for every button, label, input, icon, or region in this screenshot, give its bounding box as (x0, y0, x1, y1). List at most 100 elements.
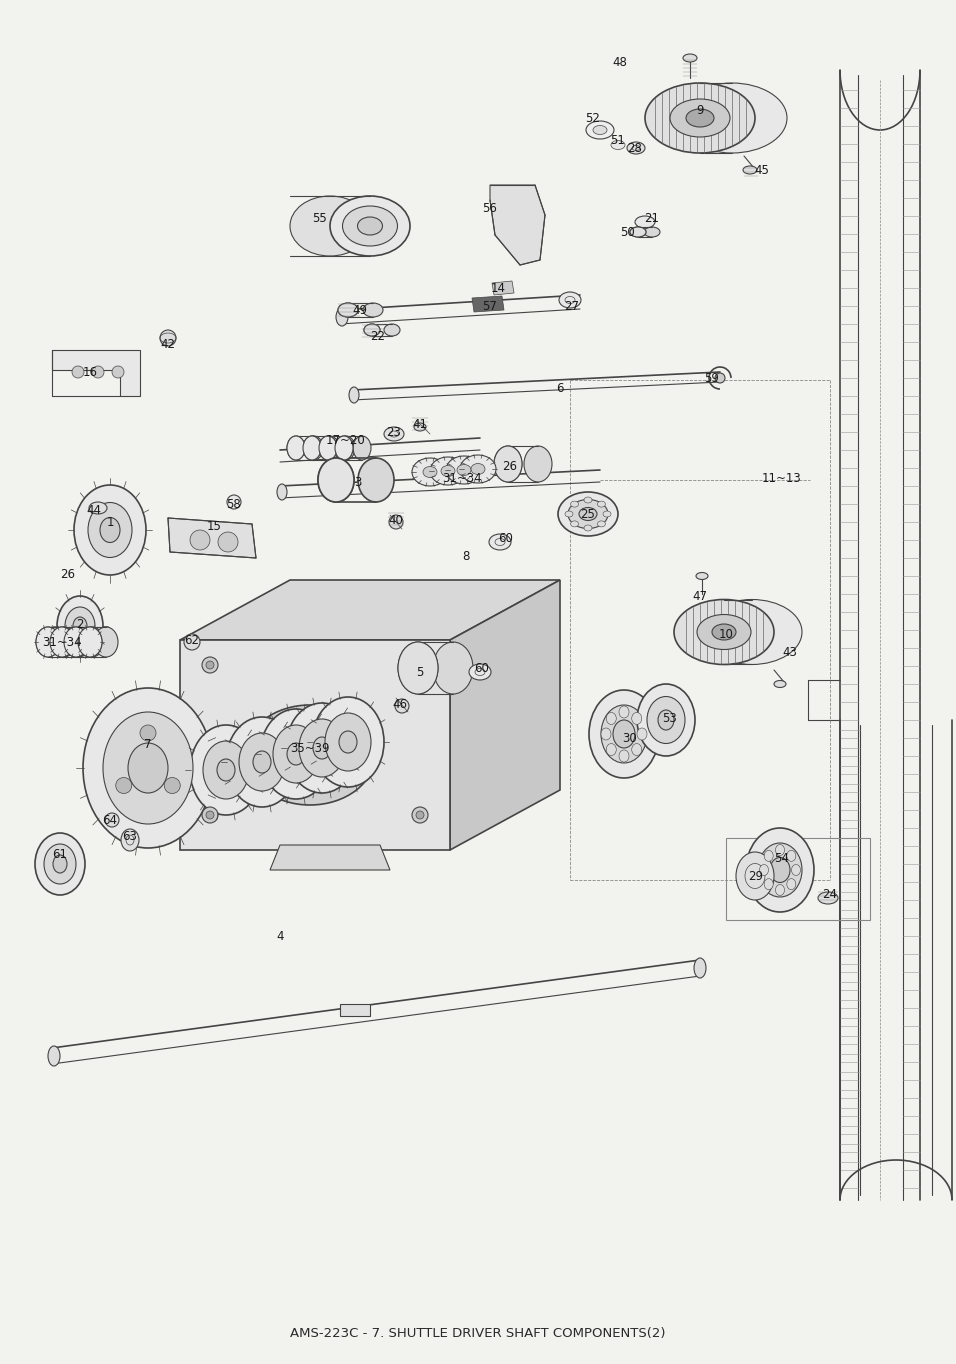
Text: 16: 16 (82, 366, 98, 378)
Ellipse shape (364, 325, 380, 336)
Ellipse shape (758, 843, 802, 898)
Ellipse shape (338, 303, 358, 316)
Ellipse shape (335, 436, 353, 460)
Ellipse shape (245, 705, 375, 805)
Ellipse shape (319, 436, 337, 460)
Ellipse shape (632, 743, 641, 756)
Circle shape (72, 366, 84, 378)
Ellipse shape (78, 627, 102, 657)
Text: 8: 8 (463, 550, 469, 562)
Circle shape (395, 698, 409, 713)
Ellipse shape (286, 702, 358, 792)
Ellipse shape (303, 436, 321, 460)
Ellipse shape (645, 83, 755, 153)
Ellipse shape (670, 100, 730, 136)
Ellipse shape (66, 627, 90, 657)
Circle shape (105, 813, 119, 827)
Circle shape (218, 532, 238, 552)
Ellipse shape (746, 828, 814, 913)
Ellipse shape (287, 436, 305, 460)
Ellipse shape (121, 829, 139, 851)
Text: 30: 30 (622, 731, 638, 745)
Ellipse shape (64, 627, 88, 657)
Ellipse shape (584, 525, 592, 531)
Text: 54: 54 (774, 851, 790, 865)
Circle shape (202, 807, 218, 822)
Bar (340, 1004, 370, 1016)
Ellipse shape (128, 743, 168, 792)
Ellipse shape (226, 717, 298, 807)
Text: 26: 26 (60, 567, 76, 581)
Text: 14: 14 (490, 281, 506, 295)
Circle shape (164, 777, 181, 794)
Ellipse shape (103, 712, 193, 824)
Ellipse shape (398, 642, 438, 694)
Ellipse shape (584, 496, 592, 503)
Ellipse shape (325, 713, 371, 771)
Ellipse shape (80, 627, 104, 657)
Ellipse shape (384, 427, 404, 441)
Text: 11~13: 11~13 (762, 472, 802, 484)
Ellipse shape (53, 855, 67, 873)
Polygon shape (52, 351, 140, 396)
Text: 60: 60 (474, 662, 489, 675)
Text: 22: 22 (371, 330, 385, 342)
Text: 49: 49 (353, 304, 367, 316)
Ellipse shape (342, 206, 398, 246)
Ellipse shape (586, 121, 614, 139)
Ellipse shape (593, 125, 607, 135)
Text: 47: 47 (692, 589, 707, 603)
Text: 62: 62 (185, 633, 200, 647)
Text: 59: 59 (705, 371, 720, 385)
Text: 61: 61 (53, 847, 68, 861)
Ellipse shape (764, 850, 773, 861)
Ellipse shape (35, 833, 85, 895)
Ellipse shape (694, 958, 706, 978)
Circle shape (140, 726, 156, 741)
Ellipse shape (337, 436, 355, 460)
Circle shape (184, 634, 200, 651)
Ellipse shape (430, 457, 466, 486)
Ellipse shape (50, 627, 74, 657)
Ellipse shape (50, 627, 74, 657)
Ellipse shape (358, 217, 382, 235)
Ellipse shape (74, 486, 146, 576)
Ellipse shape (290, 196, 370, 256)
Ellipse shape (702, 600, 802, 664)
Text: 57: 57 (483, 300, 497, 312)
Ellipse shape (627, 142, 645, 154)
Text: 6: 6 (556, 382, 564, 394)
Text: 7: 7 (144, 738, 152, 750)
Circle shape (227, 495, 241, 509)
Ellipse shape (818, 892, 838, 904)
Ellipse shape (524, 446, 552, 481)
Ellipse shape (686, 109, 714, 127)
Circle shape (416, 812, 424, 818)
Ellipse shape (469, 664, 491, 681)
Ellipse shape (336, 308, 348, 326)
Text: 1: 1 (106, 516, 114, 528)
Ellipse shape (571, 501, 578, 507)
Ellipse shape (335, 436, 353, 460)
Ellipse shape (190, 726, 262, 816)
Ellipse shape (764, 878, 773, 889)
Ellipse shape (770, 858, 790, 883)
Text: 15: 15 (206, 520, 222, 532)
Ellipse shape (287, 436, 305, 460)
Ellipse shape (318, 458, 354, 502)
Ellipse shape (94, 627, 118, 657)
Text: 27: 27 (564, 300, 579, 312)
Text: 52: 52 (586, 112, 600, 124)
Ellipse shape (601, 705, 647, 762)
Ellipse shape (792, 865, 800, 876)
Circle shape (92, 366, 104, 378)
Circle shape (206, 662, 214, 668)
Text: 55: 55 (313, 211, 327, 225)
Ellipse shape (635, 216, 655, 228)
Ellipse shape (312, 697, 384, 787)
Ellipse shape (606, 743, 617, 756)
Ellipse shape (36, 627, 60, 657)
Text: 31~34: 31~34 (443, 472, 482, 484)
Ellipse shape (441, 465, 455, 476)
Ellipse shape (57, 596, 103, 656)
